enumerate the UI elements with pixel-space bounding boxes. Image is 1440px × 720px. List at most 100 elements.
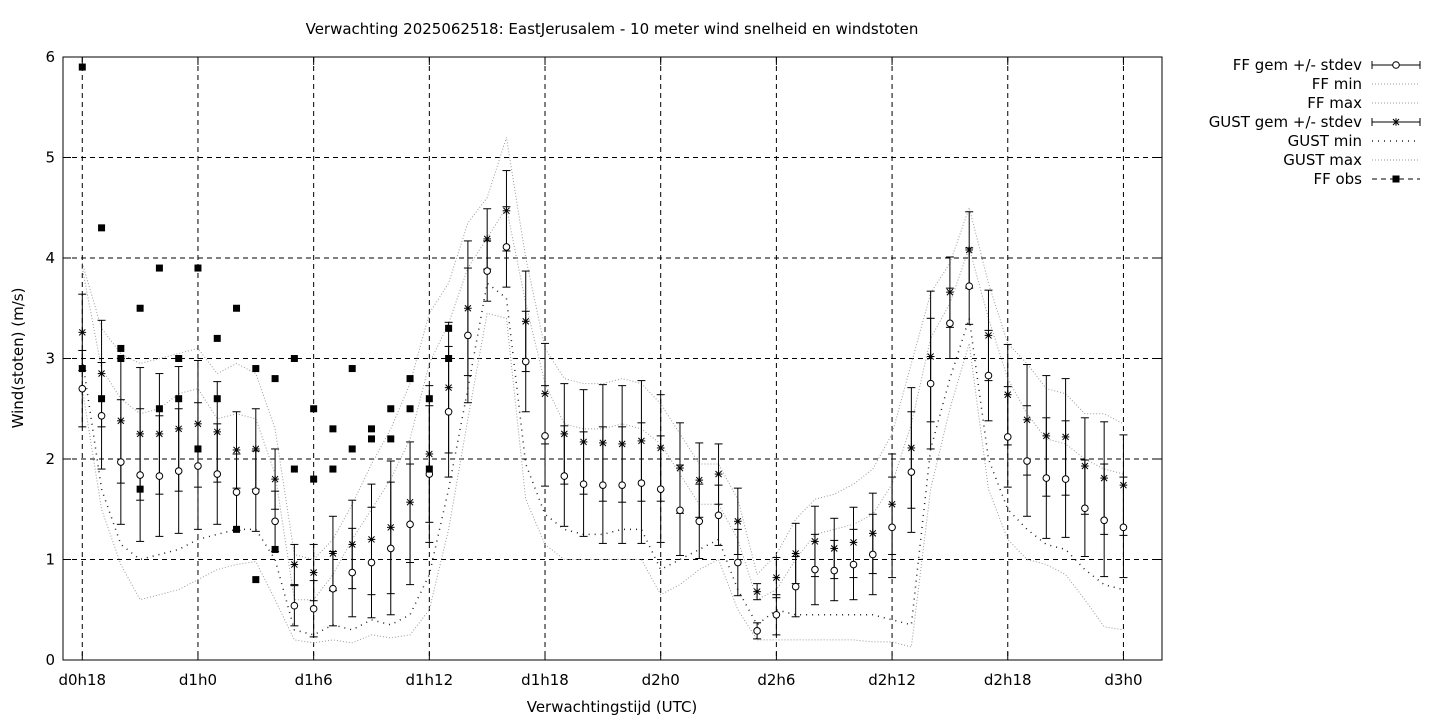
- gust-mean-point: [174, 425, 183, 433]
- x-tick-label: d1h0: [179, 671, 217, 689]
- y-tick-label: 4: [45, 249, 55, 267]
- gust-mean-point: [406, 498, 414, 507]
- ff-mean-point: [772, 610, 781, 619]
- ff-mean-point: [830, 566, 839, 575]
- ff-obs-point: [310, 475, 318, 483]
- ff-mean-point: [97, 411, 106, 420]
- ff-obs-point: [271, 545, 279, 553]
- gust-mean-point: [348, 540, 357, 549]
- ff-obs-point: [252, 576, 260, 584]
- ff-obs-point: [406, 375, 414, 383]
- ff-mean-point: [714, 511, 723, 520]
- gust-mean-point: [97, 369, 106, 378]
- gust-mean-point: [907, 444, 916, 452]
- ff-mean-point: [541, 432, 549, 440]
- gust-mean-point: [309, 568, 318, 577]
- ff-mean-point: [560, 472, 569, 480]
- ff-mean-point: [676, 506, 684, 515]
- legend-swatch-marker: [1392, 118, 1400, 126]
- x-tick-label: d1h12: [405, 671, 453, 689]
- ff-obs-point: [117, 344, 125, 352]
- y-tick-label: 1: [45, 551, 55, 569]
- gust-mean-point: [560, 430, 569, 438]
- ff-mean-point: [868, 550, 877, 559]
- x-tick-label: d2h12: [868, 671, 916, 689]
- ff-mean-point: [406, 520, 414, 529]
- chart-title: Verwachting 2025062518: EastJerusalem - …: [306, 20, 919, 38]
- gust-mean-point: [425, 450, 434, 458]
- ff-mean-point: [1042, 474, 1051, 482]
- ff-obs-point: [213, 395, 221, 403]
- y-tick-label: 6: [45, 48, 55, 66]
- ff-mean-point: [1119, 523, 1128, 532]
- ff-mean-point: [136, 471, 144, 479]
- ff-obs-point: [175, 355, 183, 362]
- ff-mean-point: [599, 481, 607, 489]
- legend-label: GUST gem +/- stdev: [1209, 113, 1362, 131]
- gust-mean-point: [965, 246, 973, 254]
- x-axis-ticks: d0h18 d1h0 d1h6 d1h12 d1h18 d2h0 d2h6 d2h12 d2h1…: [58, 57, 1143, 689]
- ff-obs-point: [425, 465, 433, 473]
- ff-mean-point: [213, 470, 222, 478]
- gust-mean-point: [502, 206, 511, 215]
- ff-obs-point: [98, 395, 106, 403]
- gust-mean-point: [252, 445, 260, 453]
- ff-mean-point: [271, 517, 279, 526]
- ff-mean-point: [521, 357, 530, 366]
- gust-mean-point: [367, 535, 376, 544]
- ff-obs-point: [78, 365, 86, 373]
- gust-mean-point: [849, 538, 858, 547]
- y-tick-label: 3: [45, 350, 55, 368]
- gust-mean-point: [1023, 416, 1031, 424]
- ff-mean-point: [695, 517, 704, 526]
- gust-mean-point: [78, 328, 87, 337]
- gust-mean-point: [984, 331, 993, 340]
- ff-obs-point: [233, 304, 241, 312]
- ff-mean-point: [946, 319, 954, 328]
- gust-mean-point: [232, 446, 241, 454]
- gust-mean-point: [868, 529, 877, 538]
- x-tick-label: d2h6: [757, 671, 795, 689]
- gust-mean-point: [888, 500, 896, 509]
- gust-mean-point: [753, 587, 761, 596]
- legend-swatch-marker: [1392, 175, 1400, 183]
- gust-mean-point: [1100, 474, 1108, 482]
- ff-obs-point: [387, 405, 395, 413]
- gust-mean-point: [599, 439, 607, 447]
- ff-mean-point: [290, 601, 299, 610]
- gust-mean-point: [155, 430, 164, 438]
- legend-label: FF max: [1307, 94, 1362, 112]
- ff-mean-point: [753, 627, 761, 635]
- ff-mean-point: [1100, 516, 1108, 525]
- ff-obs-point: [290, 355, 298, 362]
- gust-mean-point: [1061, 433, 1070, 441]
- ff-mean-point: [965, 282, 973, 290]
- gust-mean-point: [772, 573, 781, 582]
- ff-mean-point: [618, 481, 626, 489]
- legend-label: FF obs: [1313, 170, 1362, 188]
- y-tick-label: 5: [45, 149, 55, 167]
- ff-obs-point: [329, 425, 337, 433]
- ff-mean-point: [888, 523, 896, 532]
- gust-mean-point: [618, 440, 626, 448]
- gust-mean-point: [271, 475, 279, 483]
- ff-obs-point: [406, 405, 414, 413]
- ff-obs-point: [136, 485, 144, 493]
- ff-mean-point: [117, 458, 125, 466]
- ff-obs-point: [175, 395, 183, 403]
- ff-obs-point: [329, 465, 337, 473]
- ff-obs-point: [194, 445, 202, 453]
- ff-mean-point: [502, 243, 511, 251]
- ff-mean-point: [444, 407, 453, 416]
- ff-obs-point: [155, 405, 163, 413]
- y-axis-label: Wind(stoten) (m/s): [9, 288, 27, 429]
- legend-swatch-marker: [1392, 61, 1400, 69]
- ff-obs-point: [98, 224, 106, 232]
- gust-mean-point: [926, 352, 935, 361]
- ff-mean-point: [849, 560, 858, 569]
- ff-mean-point: [464, 331, 472, 340]
- ff-obs-point: [290, 465, 298, 473]
- ff-mean-point: [791, 582, 800, 591]
- ff-obs-point: [445, 355, 453, 362]
